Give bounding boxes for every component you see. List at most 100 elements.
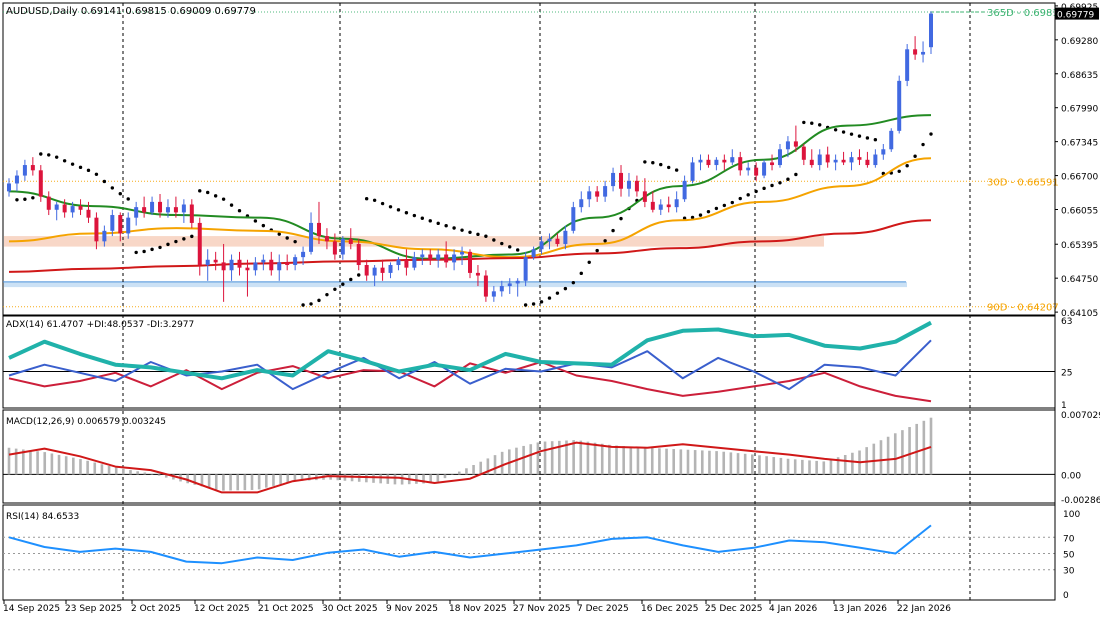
time-tick-label: 25 Dec 2025 xyxy=(705,604,763,614)
macd-histogram-bar xyxy=(887,437,890,475)
candle-body xyxy=(23,165,27,176)
macd-tick-label: 0.007029 xyxy=(1061,411,1100,421)
macd-histogram-bar xyxy=(415,474,418,483)
sar-dot xyxy=(468,231,471,234)
sar-dot xyxy=(134,251,137,254)
candle-body xyxy=(802,147,806,160)
macd-histogram-bar xyxy=(722,452,725,475)
time-tick-label: 27 Nov 2025 xyxy=(513,604,571,614)
candle-body xyxy=(349,239,353,244)
candle-body xyxy=(754,168,758,176)
macd-histogram-bar xyxy=(701,450,704,474)
time-tick-label: 21 Oct 2025 xyxy=(258,604,314,614)
candle-body xyxy=(7,183,11,191)
macd-histogram-bar xyxy=(894,433,897,474)
candle-body xyxy=(277,262,281,270)
macd-histogram-bar xyxy=(572,440,575,474)
sar-dot xyxy=(659,163,662,166)
sar-dot xyxy=(564,287,567,290)
macd-histogram-bar xyxy=(615,446,618,475)
sar-dot xyxy=(921,143,924,146)
macd-header: MACD(12,26,9) 0.006579 0.003245 xyxy=(6,417,166,427)
sar-dot xyxy=(413,214,416,217)
sar-dot xyxy=(731,201,734,204)
candle-body xyxy=(524,257,528,281)
candle-body xyxy=(547,239,551,242)
price-tick-label: 0.64750 xyxy=(1061,275,1098,285)
macd-histogram-bar xyxy=(687,450,690,475)
candle-body xyxy=(325,236,329,241)
sar-dot xyxy=(858,134,861,137)
macd-histogram-bar xyxy=(51,453,54,474)
macd-histogram-bar xyxy=(29,450,32,474)
sar-dot xyxy=(357,273,360,276)
sar-dot xyxy=(548,296,551,299)
macd-histogram-bar xyxy=(344,474,347,480)
sar-dot xyxy=(707,210,710,213)
candle-body xyxy=(365,265,369,276)
candle-body xyxy=(15,176,19,184)
adx-tick-label: 25 xyxy=(1061,368,1072,378)
macd-histogram-bar xyxy=(43,452,46,474)
macd-histogram-bar xyxy=(79,459,82,474)
macd-histogram-bar xyxy=(579,441,582,475)
candle-body xyxy=(404,260,408,268)
price-tick-label: 0.66700 xyxy=(1061,173,1098,183)
candle-body xyxy=(245,268,249,271)
macd-histogram-bar xyxy=(472,465,475,474)
macd-histogram-bar xyxy=(158,474,161,475)
candle-body xyxy=(699,160,703,163)
candle-body xyxy=(381,268,385,273)
candle xyxy=(905,44,909,86)
macd-histogram-bar xyxy=(730,452,733,474)
sar-dot xyxy=(381,202,384,205)
rsi-tick-label: 30 xyxy=(1063,567,1075,577)
candle-body xyxy=(468,252,472,273)
macd-histogram-bar xyxy=(286,474,289,482)
candle-body xyxy=(317,223,321,236)
sar-dot xyxy=(802,121,805,124)
candle-body xyxy=(738,157,742,170)
candle-body xyxy=(31,165,35,170)
macd-histogram-bar xyxy=(494,455,497,474)
macd-histogram-bar xyxy=(122,469,125,475)
sar-dot xyxy=(699,213,702,216)
sar-dot xyxy=(786,178,789,181)
candle-body xyxy=(396,260,400,265)
candle-body xyxy=(889,131,893,149)
candle-body xyxy=(460,252,464,255)
adx-tick-label: 1 xyxy=(1061,401,1067,411)
rsi-tick-label: 100 xyxy=(1063,510,1080,520)
macd-histogram-bar xyxy=(644,448,647,475)
candle-body xyxy=(659,205,663,210)
candle-body xyxy=(516,281,520,284)
candle xyxy=(897,76,901,134)
candle-body xyxy=(635,181,639,192)
adx-tick-label: 63 xyxy=(1061,317,1072,327)
adx-header: ADX(14) 61.4707 +DI:48.0537 -DI:3.2977 xyxy=(6,320,194,330)
candle-body xyxy=(94,218,98,242)
macd-histogram-bar xyxy=(930,418,933,475)
time-tick-label: 7 Dec 2025 xyxy=(577,604,629,614)
price-tick-label: 0.69280 xyxy=(1061,37,1098,47)
sar-dot xyxy=(580,272,583,275)
candle-body xyxy=(818,155,822,166)
macd-histogram-bar xyxy=(208,474,211,488)
candle-body xyxy=(412,257,416,268)
time-tick-label: 16 Dec 2025 xyxy=(641,604,699,614)
sar-dot xyxy=(293,240,296,243)
sar-dot xyxy=(190,235,193,238)
candle-body xyxy=(627,181,631,189)
candle xyxy=(39,165,43,202)
sar-dot xyxy=(524,303,527,306)
rsi-header: RSI(14) 84.6533 xyxy=(6,512,79,522)
sar-dot xyxy=(556,291,559,294)
pane-main-frame xyxy=(3,3,1055,315)
macd-histogram-bar xyxy=(236,474,239,490)
sar-dot xyxy=(611,229,614,232)
sar-dot xyxy=(238,209,241,212)
sar-dot xyxy=(754,190,757,193)
macd-histogram-bar xyxy=(708,451,711,475)
